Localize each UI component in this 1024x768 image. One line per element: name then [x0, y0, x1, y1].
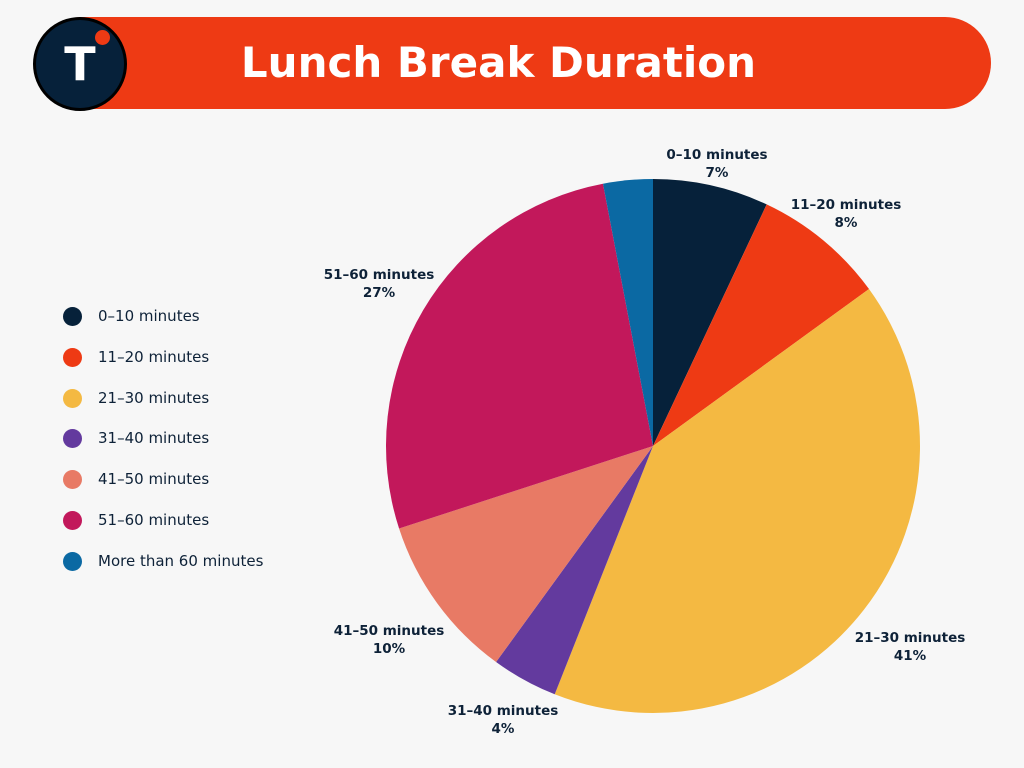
slice-label-name: 51–60 minutes: [324, 267, 435, 283]
legend-swatch: [63, 347, 82, 367]
pie-slice: [496, 446, 653, 695]
legend-item: 31–40 minutes: [63, 428, 303, 469]
legend-item: 51–60 minutes: [63, 510, 303, 551]
chart-legend: 0–10 minutes 11–20 minutes 21–30 minutes 31…: [63, 306, 303, 592]
legend-item: More than 60 minutes: [63, 551, 303, 592]
slice-label-value: 7%: [706, 165, 729, 181]
title-banner: Lunch Break Duration: [36, 17, 991, 109]
legend-label: 31–40 minutes: [98, 429, 210, 448]
pie-slice: [653, 179, 767, 446]
slice-label-name: 21–30 minutes: [855, 630, 966, 646]
legend-label: 11–20 minutes: [98, 347, 210, 366]
pie-slice: [399, 446, 653, 663]
legend-swatch: [63, 470, 82, 490]
logo: T: [33, 17, 127, 111]
pie-slice: [653, 204, 870, 446]
slice-label: 21–30 minutes 41%: [855, 630, 966, 664]
legend-item: 11–20 minutes: [63, 347, 303, 388]
pie-slice: [554, 289, 920, 713]
page-title: Lunch Break Duration: [240, 38, 757, 87]
legend-item: 21–30 minutes: [63, 388, 303, 429]
legend-label: 41–50 minutes: [98, 470, 210, 489]
slice-label: 31–40 minutes 4%: [448, 703, 559, 737]
slice-label: 41–50 minutes 10%: [334, 623, 445, 657]
pie-slice: [386, 183, 653, 529]
legend-item: 0–10 minutes: [63, 306, 303, 347]
slice-label-value: 10%: [373, 641, 406, 657]
slice-label-name: 0–10 minutes: [666, 147, 767, 163]
slice-label: 11–20 minutes 8%: [791, 197, 902, 231]
legend-item: 41–50 minutes: [63, 469, 303, 510]
legend-label: 0–10 minutes: [98, 307, 200, 325]
legend-swatch: [63, 510, 82, 530]
slice-label-value: 27%: [363, 285, 396, 301]
slice-label-name: 41–50 minutes: [334, 623, 445, 639]
slice-label: 51–60 minutes 27%: [324, 267, 435, 301]
logo-letter: T: [64, 37, 96, 91]
slice-label-value: 4%: [492, 721, 515, 737]
pie-slice: [602, 179, 653, 446]
legend-label: 21–30 minutes: [98, 388, 210, 407]
legend-swatch: [63, 429, 82, 449]
slice-label: 0–10 minutes 7%: [666, 147, 767, 181]
slice-label-value: 8%: [835, 215, 858, 231]
legend-label: 51–60 minutes: [98, 510, 210, 529]
legend-swatch: [63, 307, 82, 326]
slice-label-value: 41%: [894, 648, 927, 664]
legend-swatch: [63, 388, 82, 408]
legend-swatch: [63, 551, 82, 571]
slice-label-name: 11–20 minutes: [791, 197, 902, 213]
legend-label: More than 60 minutes: [98, 551, 264, 570]
logo-dot: [95, 30, 110, 45]
slice-label-name: 31–40 minutes: [448, 703, 559, 719]
